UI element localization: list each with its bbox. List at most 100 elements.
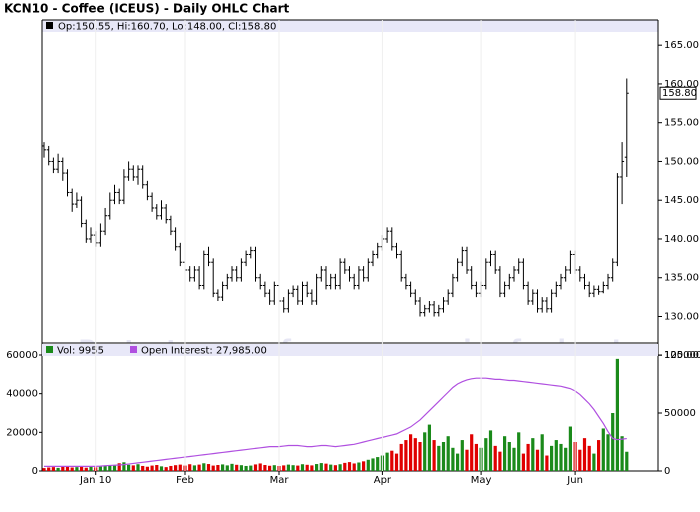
volume-bar bbox=[333, 465, 337, 471]
volume-bar bbox=[597, 440, 601, 471]
volume-bar bbox=[141, 465, 145, 471]
volume-bar bbox=[526, 443, 530, 471]
volume-bar bbox=[352, 463, 356, 471]
volume-bar bbox=[178, 464, 182, 471]
volume-bar bbox=[225, 465, 229, 471]
volume-bar bbox=[545, 455, 549, 471]
volume-bar bbox=[338, 464, 342, 471]
y-tick-label: 135.00 bbox=[664, 273, 699, 284]
header-label: Op:150.55, Hi:160.70, Lo:148.00, Cl:158.… bbox=[58, 22, 276, 33]
volume-bar bbox=[554, 440, 558, 471]
volume-bar bbox=[315, 464, 319, 471]
volume-bar bbox=[517, 432, 521, 471]
volume-bar bbox=[61, 466, 65, 471]
y-tick-label: 165.00 bbox=[664, 40, 699, 51]
y-tick-label: 150.00 bbox=[664, 156, 699, 167]
volume-bar bbox=[512, 447, 516, 471]
volume-bar bbox=[535, 449, 540, 471]
volume-tick-label: 20000 bbox=[6, 427, 38, 438]
volume-bar bbox=[432, 440, 436, 471]
volume-bar bbox=[51, 467, 55, 471]
volume-bar bbox=[460, 440, 464, 471]
volume-bar bbox=[385, 452, 389, 471]
volume-bar bbox=[503, 436, 507, 471]
volume-bar bbox=[89, 466, 93, 471]
volume-bar bbox=[216, 465, 220, 471]
volume-bar bbox=[192, 465, 196, 471]
volume-bar bbox=[42, 468, 46, 471]
volume-bar bbox=[488, 430, 493, 471]
volume-bar bbox=[296, 465, 300, 471]
volume-header bbox=[42, 344, 658, 356]
volume-tick-label: 60000 bbox=[6, 350, 38, 361]
volume-bar bbox=[197, 464, 201, 471]
last-label: 158.80 bbox=[662, 88, 697, 99]
volume-bar bbox=[404, 440, 408, 471]
volume-bar bbox=[239, 465, 243, 471]
volume-bar bbox=[456, 453, 460, 471]
x-tick-label: Jun bbox=[566, 475, 583, 486]
volume-bar bbox=[230, 463, 234, 471]
volume-bar bbox=[150, 465, 154, 471]
volume-bar bbox=[65, 466, 70, 471]
volume-bar bbox=[136, 464, 140, 471]
volume-bar bbox=[493, 445, 497, 471]
volume-bar bbox=[235, 464, 239, 471]
volume-bar bbox=[390, 450, 394, 471]
y-tick-label: 130.00 bbox=[664, 311, 699, 322]
volume-bar bbox=[437, 445, 441, 471]
volume-bar bbox=[413, 438, 417, 471]
volume-label: Vol: 9955 bbox=[57, 346, 104, 357]
volume-bar bbox=[362, 461, 366, 471]
y-tick-label: 155.00 bbox=[664, 118, 699, 129]
x-tick-label: May bbox=[471, 475, 492, 486]
volume-bar bbox=[249, 465, 253, 471]
volume-bar bbox=[531, 438, 535, 471]
last-badge bbox=[659, 86, 697, 100]
volume-bar bbox=[258, 463, 262, 471]
volume-bar bbox=[592, 453, 596, 471]
volume-bar bbox=[521, 453, 525, 471]
volume-bar bbox=[221, 464, 225, 471]
volume-bar bbox=[615, 358, 619, 471]
volume-bar bbox=[56, 467, 60, 471]
y-tick-label: 145.00 bbox=[664, 195, 699, 206]
volume-bar bbox=[131, 465, 135, 471]
volume-bar bbox=[324, 463, 328, 471]
volume-bar bbox=[282, 465, 286, 471]
volume-bar bbox=[272, 465, 276, 471]
chart-title: KCN10 - Coffee (ICEUS) - Daily OHLC Char… bbox=[4, 2, 290, 16]
volume-bar bbox=[578, 449, 582, 471]
volume-bar bbox=[305, 464, 309, 471]
volume-bar bbox=[319, 463, 323, 471]
volume-tick-label: 0 bbox=[32, 466, 38, 477]
header-swatch bbox=[46, 22, 53, 29]
volume-bar bbox=[80, 466, 84, 471]
volume-bar bbox=[211, 465, 215, 471]
volume-bar bbox=[98, 466, 102, 471]
volume-bar bbox=[286, 464, 290, 471]
volume-bar bbox=[127, 464, 131, 471]
volume-bar bbox=[465, 449, 469, 471]
volume-bar bbox=[601, 428, 605, 471]
volume-bar bbox=[206, 464, 211, 471]
volume-bar bbox=[174, 465, 178, 471]
volume-bar bbox=[159, 466, 164, 471]
volume-bar bbox=[611, 413, 615, 471]
volume-bar bbox=[550, 445, 554, 471]
oi-tick-label: 0 bbox=[664, 466, 670, 477]
volume-bar bbox=[122, 462, 126, 471]
volume-bar bbox=[606, 434, 610, 471]
volume-bar bbox=[568, 426, 572, 471]
volume-bar bbox=[103, 465, 107, 471]
volume-bar bbox=[84, 467, 88, 471]
volume-bar bbox=[371, 458, 375, 471]
volume-bar bbox=[394, 453, 399, 471]
volume-bar bbox=[507, 442, 511, 471]
header-strip bbox=[42, 20, 658, 32]
volume-bar bbox=[108, 465, 112, 471]
volume-bar bbox=[268, 465, 272, 471]
volume-bar bbox=[310, 465, 314, 471]
oi-tick-label: 50000 bbox=[664, 408, 696, 419]
